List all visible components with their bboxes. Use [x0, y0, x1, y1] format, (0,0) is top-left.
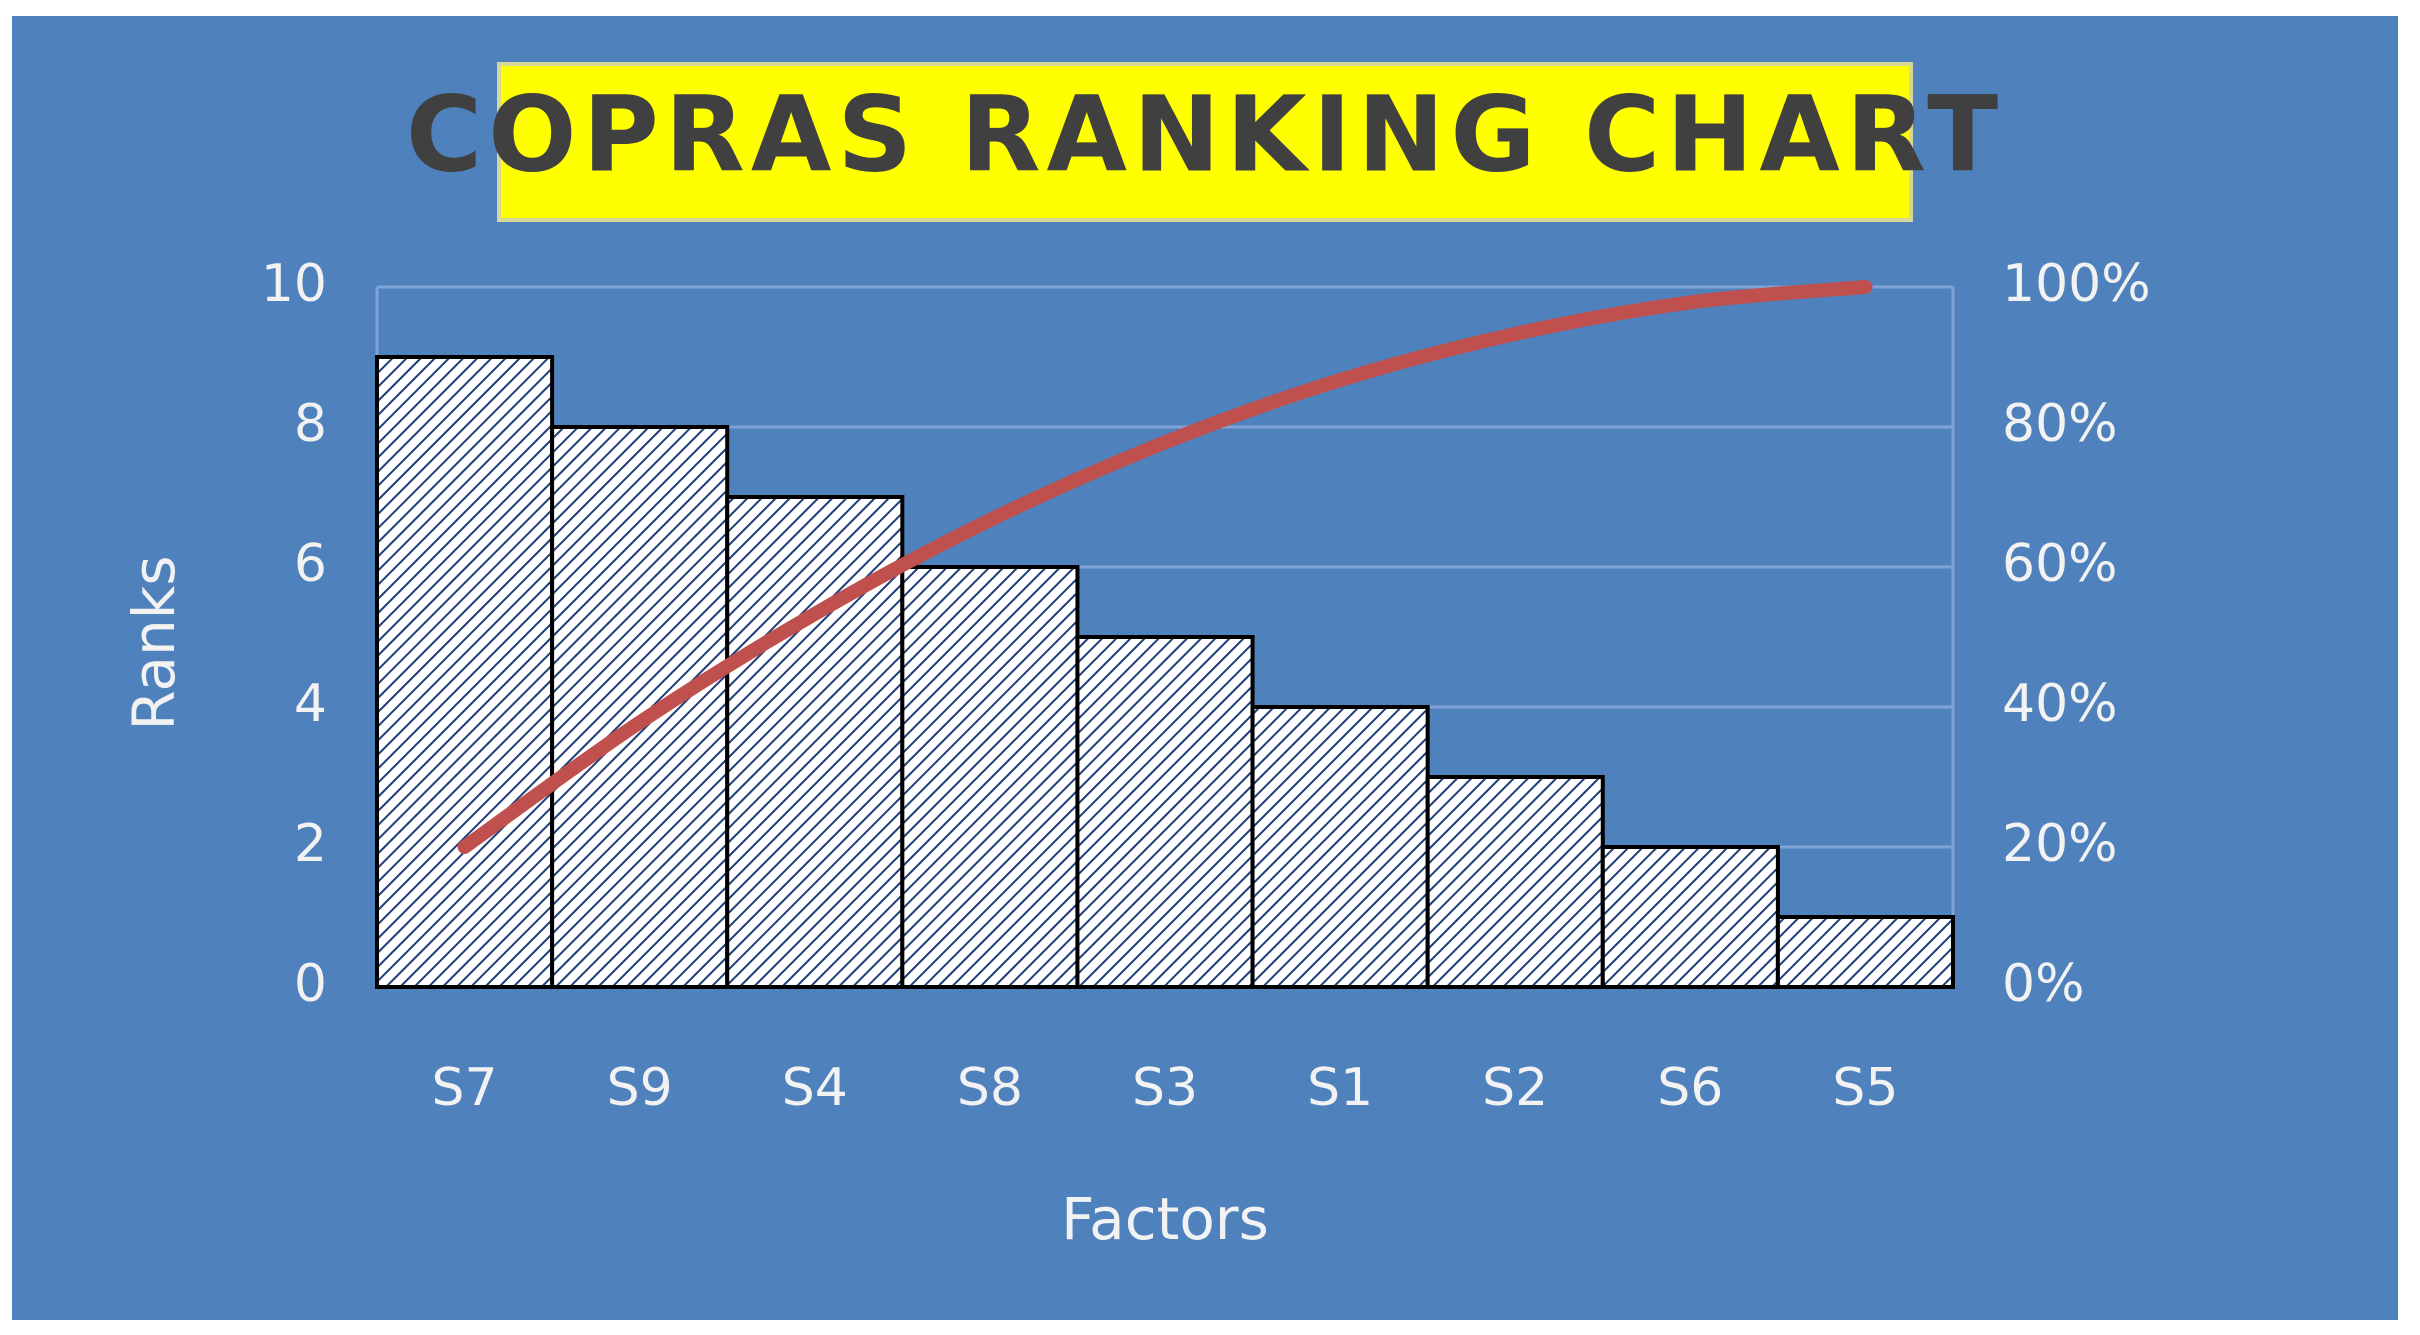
- y-tick-label: 8: [294, 394, 327, 454]
- y-tick-label: 0: [294, 954, 327, 1014]
- bar-s4: [725, 495, 905, 989]
- y2-tick-label: 0%: [2002, 954, 2085, 1014]
- y2-tick-label: 80%: [2002, 394, 2118, 454]
- y2-tick-label: 100%: [2002, 254, 2151, 314]
- bar-s5: [1775, 915, 1956, 989]
- x-tick-label: S1: [1307, 1058, 1373, 1118]
- y-tick-label: 2: [294, 814, 327, 874]
- cumulative-line: [457, 280, 1873, 854]
- bar-s7: [375, 355, 555, 989]
- y2-tick-label: 20%: [2002, 814, 2118, 874]
- y-tick-label: 6: [294, 534, 327, 594]
- x-tick-label: S6: [1657, 1058, 1723, 1118]
- x-tick-label: S2: [1482, 1058, 1548, 1118]
- bar-s1: [1250, 705, 1430, 989]
- x-tick-label: S3: [1132, 1058, 1198, 1118]
- x-tick-label: S7: [432, 1058, 498, 1118]
- bar-s9: [550, 425, 730, 989]
- x-tick-label: S4: [782, 1058, 848, 1118]
- x-tick-label: S9: [607, 1058, 673, 1118]
- y-tick-label: 10: [261, 254, 327, 314]
- x-axis-title: Factors: [1061, 1185, 1269, 1253]
- pareto-chart: COPRAS RANKING CHART 02468100%20%40%60%8…: [120, 62, 2151, 1253]
- y2-tick-label: 40%: [2002, 674, 2118, 734]
- x-tick-label: S8: [957, 1058, 1023, 1118]
- bar-s3: [1075, 635, 1255, 989]
- bar-s8: [900, 565, 1080, 989]
- y-tick-label: 4: [294, 674, 327, 734]
- chart-area: COPRAS RANKING CHART 0 2 4 6 8 10 0% 20% 40% 60% 8…: [12, 16, 2398, 1320]
- y2-tick-label: 60%: [2002, 534, 2118, 594]
- y-axis-title: Ranks: [120, 555, 188, 730]
- chart-title-box: [497, 62, 1913, 222]
- chart-title: COPRAS RANKING CHART: [406, 73, 2004, 195]
- x-tick-label: S5: [1832, 1058, 1898, 1118]
- bar-s2: [1425, 775, 1605, 989]
- bar-series: [375, 355, 1956, 989]
- bar-s6: [1600, 845, 1780, 989]
- cumulative-line-series: [457, 280, 1873, 854]
